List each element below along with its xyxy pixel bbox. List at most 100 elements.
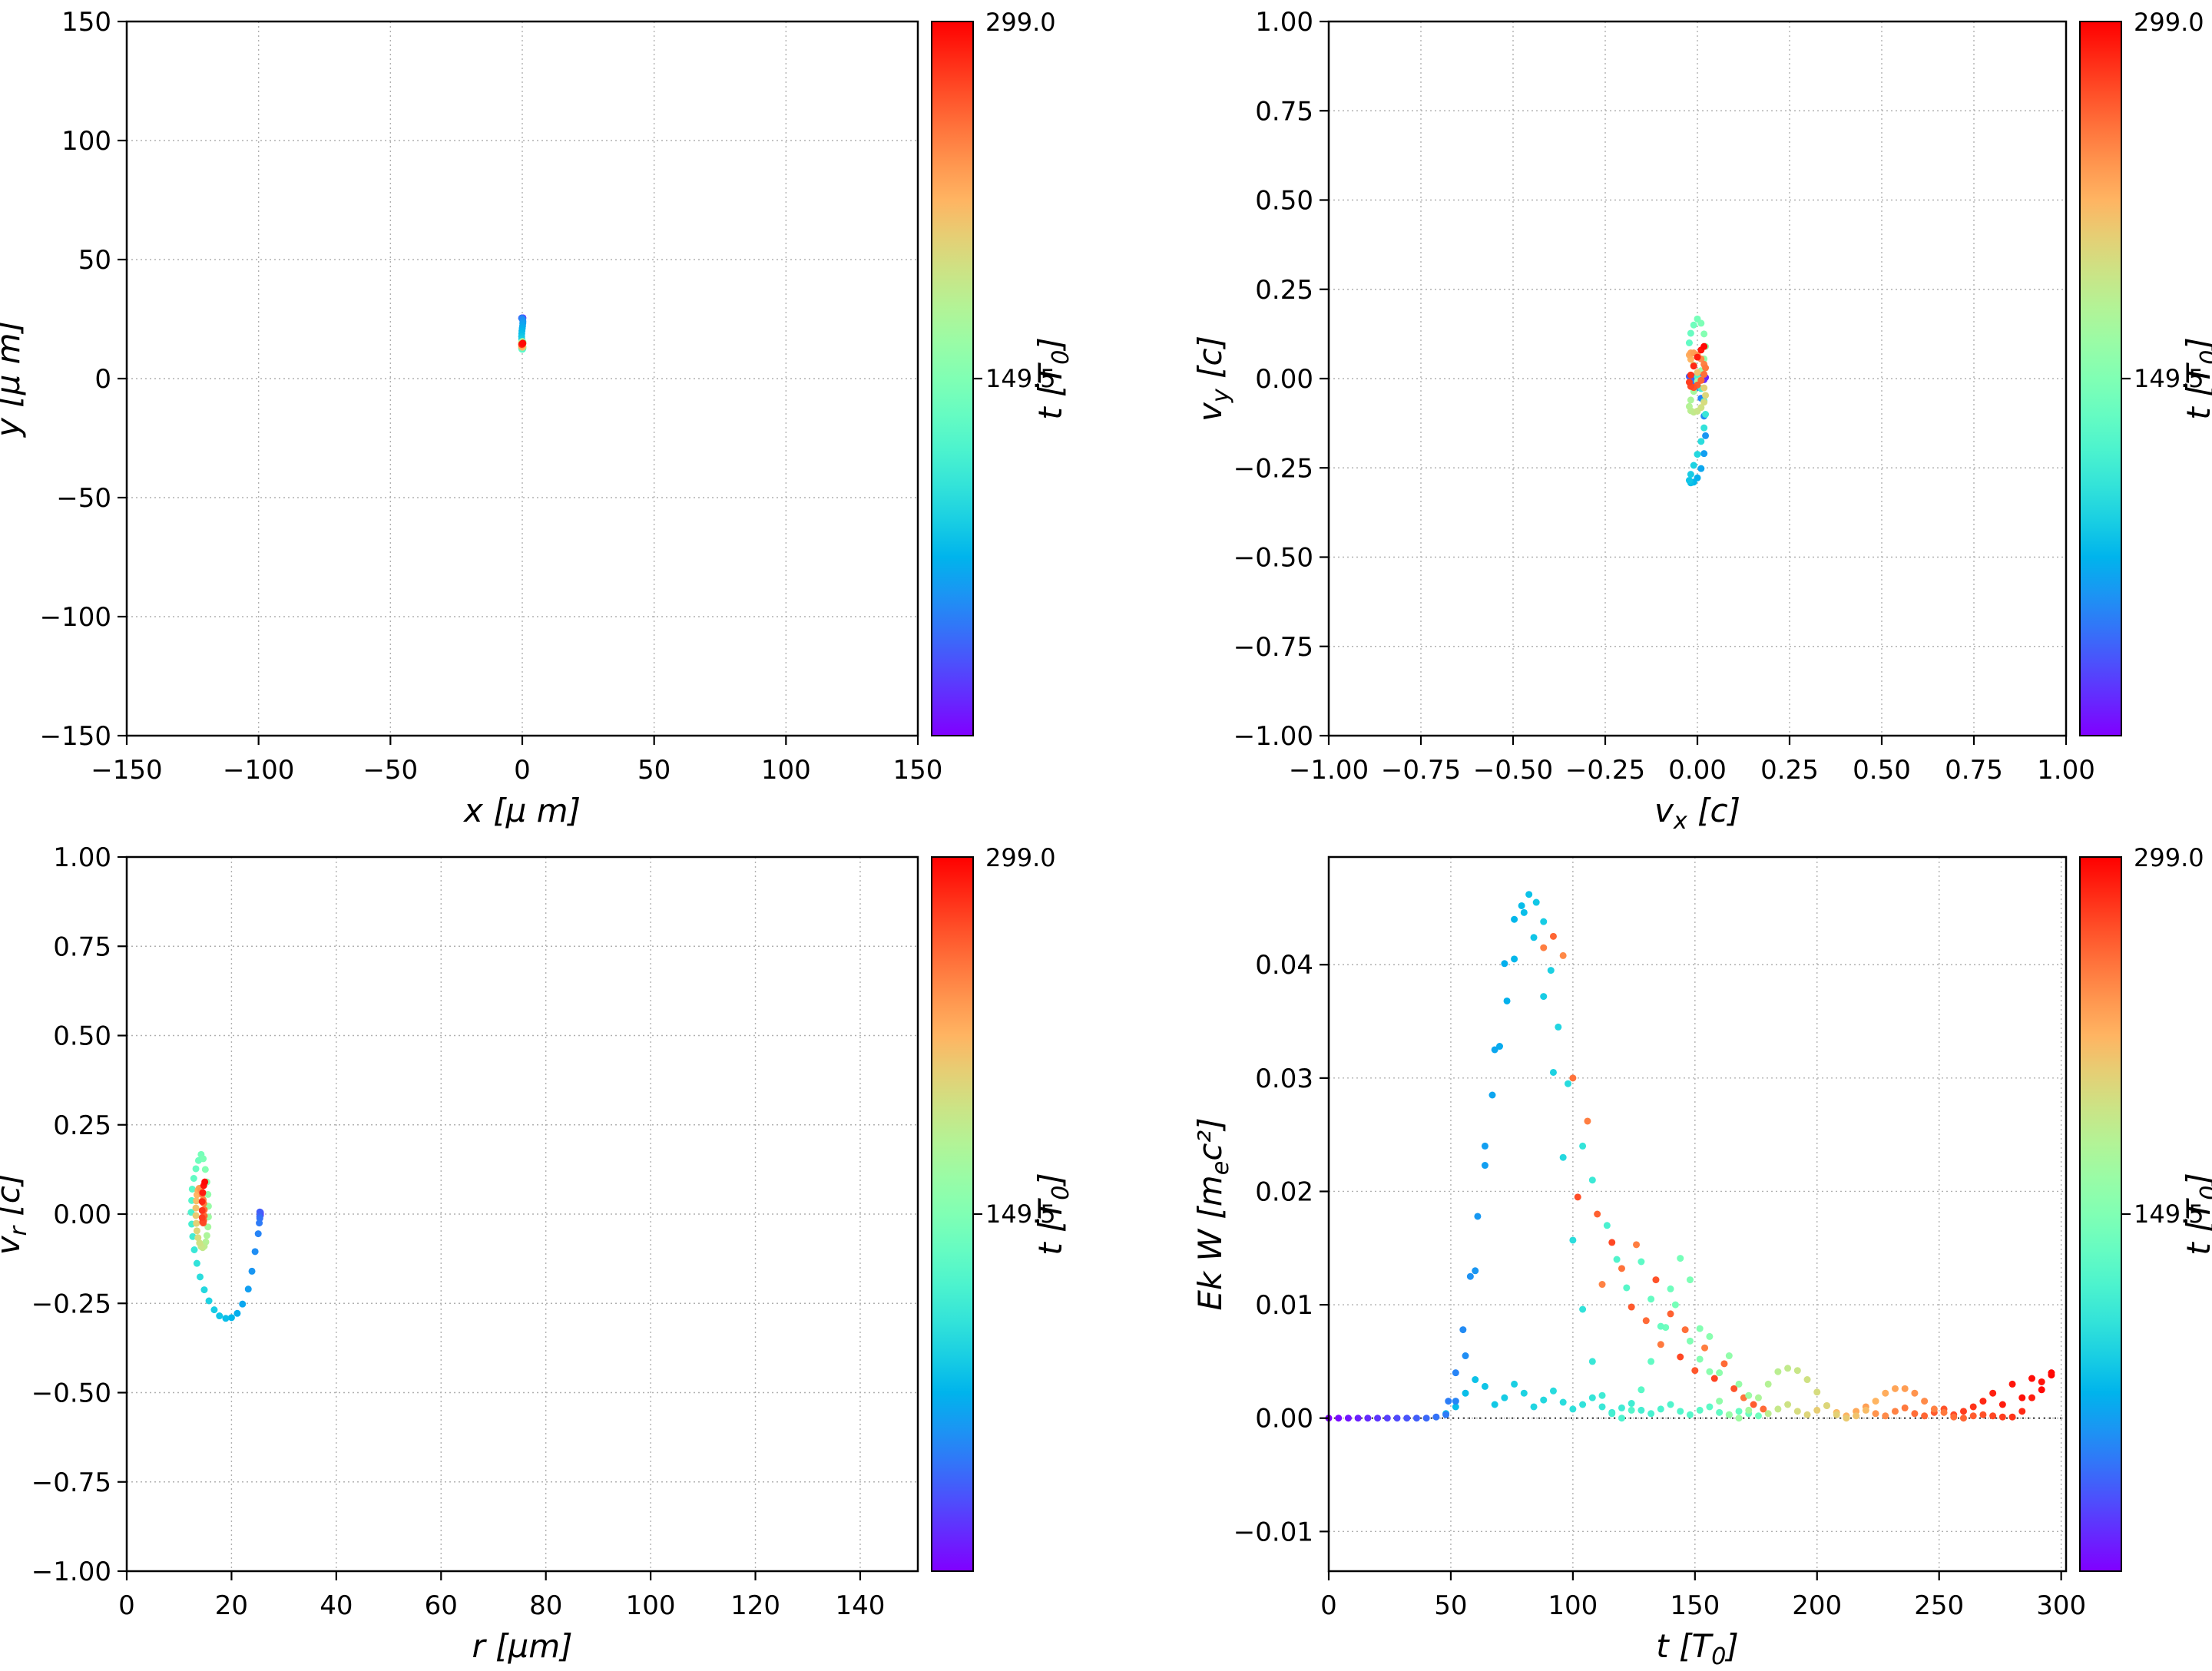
data-point bbox=[1872, 1410, 1879, 1418]
tspan-element: −150 bbox=[91, 755, 162, 786]
data-point bbox=[1588, 1358, 1596, 1365]
tspan-element: x bbox=[1673, 808, 1688, 835]
y-axis-label: y [μ m] bbox=[0, 320, 27, 438]
data-point bbox=[189, 1233, 197, 1240]
data-point bbox=[1691, 1367, 1699, 1375]
y-tick-label: 1.00 bbox=[53, 842, 111, 873]
tspan-element: c²] bbox=[1191, 1117, 1229, 1160]
data-point bbox=[1697, 404, 1705, 412]
data-point bbox=[1579, 1401, 1587, 1408]
plot-area bbox=[1329, 857, 2066, 1571]
y-tick-label: −0.01 bbox=[1233, 1517, 1313, 1547]
data-point bbox=[1501, 1394, 1508, 1401]
data-point bbox=[1690, 321, 1697, 329]
tspan-element: 0.04 bbox=[1255, 950, 1313, 981]
tspan-element: [c] bbox=[0, 1173, 27, 1226]
data-point bbox=[1598, 1403, 1606, 1411]
data-point bbox=[1686, 1337, 1694, 1345]
data-point bbox=[1667, 1285, 1674, 1292]
tspan-element: 0 bbox=[2196, 1186, 2212, 1200]
data-point bbox=[227, 1314, 235, 1322]
data-point bbox=[1735, 1380, 1743, 1388]
colorbar-axis-label: t [T0] bbox=[2180, 1173, 2212, 1256]
data-point bbox=[1745, 1391, 1753, 1399]
data-point bbox=[1687, 396, 1694, 404]
data-point bbox=[203, 1232, 210, 1239]
data-point bbox=[1774, 1405, 1782, 1413]
data-point bbox=[1547, 967, 1555, 974]
data-point bbox=[1702, 432, 1710, 439]
x-tick-label: 60 bbox=[425, 1590, 458, 1621]
data-point bbox=[1891, 1408, 1899, 1415]
data-point bbox=[193, 1227, 200, 1235]
data-point bbox=[1496, 1043, 1504, 1051]
subplot-energy-time: 0 50 100 150 200 250 300 −0.01 0.00 0.01 0.02 0.03 0… bbox=[1106, 836, 2212, 1671]
data-point bbox=[1969, 1412, 1977, 1420]
x-tick-label: 300 bbox=[2036, 1590, 2086, 1621]
y-tick-label: 1.00 bbox=[1255, 7, 1313, 38]
data-point bbox=[1862, 1406, 1869, 1414]
y-tick-label: 0.75 bbox=[1255, 96, 1313, 127]
x-tick-label: 0.50 bbox=[1853, 755, 1911, 786]
data-point bbox=[1671, 1301, 1679, 1309]
data-point bbox=[1911, 1410, 1919, 1418]
tspan-element: y bbox=[1207, 388, 1234, 403]
x-tick-label: −0.75 bbox=[1381, 755, 1461, 786]
data-point bbox=[1725, 1411, 1733, 1418]
plot-velocity-vxvy: −1.00 −0.75 −0.50 −0.25 0.00 0.25 0.50 0.75 1.00… bbox=[1191, 7, 2212, 835]
tspan-element: 0.25 bbox=[1760, 755, 1819, 786]
x-tick-label: 120 bbox=[730, 1590, 780, 1621]
data-point bbox=[192, 1212, 200, 1219]
y-tick-label: −0.25 bbox=[31, 1289, 111, 1319]
data-point bbox=[1764, 1410, 1772, 1418]
data-point bbox=[1725, 1352, 1733, 1360]
tspan-element: 50 bbox=[637, 755, 671, 786]
data-point bbox=[1422, 1415, 1430, 1422]
data-point bbox=[1584, 1117, 1591, 1125]
data-point bbox=[1647, 1295, 1655, 1303]
data-point bbox=[1608, 1410, 1616, 1418]
data-point bbox=[1754, 1394, 1762, 1401]
tspan-element: [c] bbox=[1191, 336, 1229, 389]
x-axis-label: vx [c] bbox=[1654, 792, 1740, 835]
y-tick-label: −100 bbox=[40, 602, 111, 633]
data-point bbox=[254, 1230, 262, 1238]
data-point bbox=[1872, 1398, 1879, 1405]
data-point bbox=[248, 1267, 256, 1275]
plot-position-xy: −150 −100 −50 0 50 100 150 −150 −100 −50 0 50 100 150… bbox=[0, 7, 1075, 829]
colorbar bbox=[931, 856, 974, 1572]
subplot-velocity-vxvy: −1.00 −0.75 −0.50 −0.25 0.00 0.25 0.50 0.75 1.00… bbox=[1106, 0, 2212, 836]
tspan-element: −50 bbox=[56, 483, 111, 514]
data-point bbox=[1633, 1241, 1641, 1249]
x-tick-label: 0.25 bbox=[1760, 755, 1819, 786]
colorbar-max-label: 299.0 bbox=[2134, 843, 2204, 872]
x-tick-label: 0 bbox=[514, 755, 531, 786]
x-tick-label: 0 bbox=[1320, 1590, 1337, 1621]
tspan-element: 299.0 bbox=[2134, 8, 2204, 37]
data-point bbox=[2018, 1394, 2026, 1401]
tspan-element: ] bbox=[2180, 337, 2212, 351]
subplot-phasespace-rvr: 0 20 40 60 80 100 120 140 −1.00 −0.75 −0.50 −0.25 0.… bbox=[0, 836, 1106, 1671]
x-tick-label: 1.00 bbox=[2037, 755, 2095, 786]
data-point bbox=[1687, 329, 1694, 337]
tspan-element: −1.00 bbox=[31, 1557, 111, 1587]
tspan-element: ] bbox=[1031, 1173, 1069, 1186]
tspan-element: t [T bbox=[2180, 1198, 2212, 1256]
data-point bbox=[1569, 1074, 1577, 1082]
tspan-element: 0 bbox=[118, 1590, 135, 1621]
tspan-element: 20 bbox=[215, 1590, 248, 1621]
tspan-element: 0.25 bbox=[53, 1110, 111, 1141]
colorbar-axis-label: t [T0] bbox=[2180, 337, 2212, 420]
x-tick-label: 50 bbox=[1434, 1590, 1467, 1621]
tspan-element: −0.75 bbox=[1233, 632, 1313, 663]
data-point bbox=[1700, 424, 1708, 432]
data-point bbox=[1697, 376, 1705, 384]
data-point bbox=[1891, 1385, 1899, 1392]
x-tick-label: 80 bbox=[529, 1590, 562, 1621]
data-point bbox=[193, 1259, 200, 1267]
data-point bbox=[1754, 1412, 1762, 1420]
data-point bbox=[1511, 955, 1518, 963]
data-point bbox=[1730, 1385, 1738, 1392]
data-point bbox=[1702, 411, 1710, 418]
data-point bbox=[1716, 1408, 1724, 1416]
